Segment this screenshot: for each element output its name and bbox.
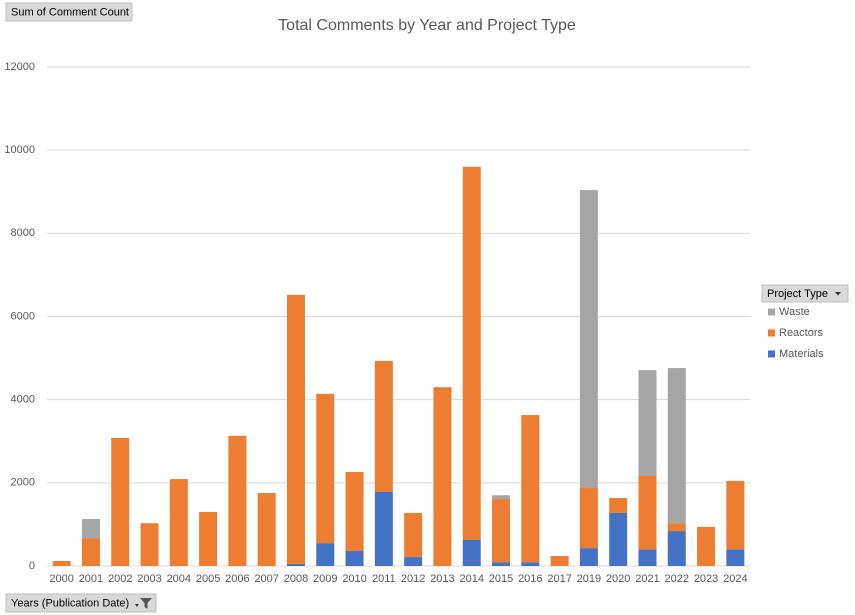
bar-segment xyxy=(697,526,716,566)
y-tick-label: 8000 xyxy=(11,227,35,239)
x-tick-label: 2005 xyxy=(196,573,220,585)
x-tick-label: 2024 xyxy=(723,573,747,585)
value-field-button[interactable]: Sum of Comment Count xyxy=(5,2,133,22)
x-tick-label: 2004 xyxy=(167,573,191,585)
y-tick-label: 4000 xyxy=(11,394,35,406)
x-tick-label: 2010 xyxy=(342,573,366,585)
bar-segment xyxy=(667,523,686,532)
x-tick-label: 2012 xyxy=(401,573,425,585)
button-bg xyxy=(5,2,133,22)
button-bg xyxy=(761,284,849,303)
bar-segment xyxy=(579,548,598,566)
bar-segment xyxy=(550,556,569,566)
bar-segment xyxy=(667,368,686,524)
bar-segment xyxy=(579,488,598,549)
bar-segment xyxy=(140,523,159,566)
legend-label: Materials xyxy=(779,348,824,360)
bar-segment xyxy=(257,493,276,566)
bar-segment xyxy=(492,562,511,566)
bar-segment xyxy=(638,549,657,566)
legend-swatch xyxy=(768,329,775,337)
bar-segment xyxy=(52,561,71,566)
x-tick-label: 2001 xyxy=(79,573,103,585)
x-tick-label: 2015 xyxy=(489,573,513,585)
bar-segment xyxy=(492,495,511,500)
x-tick-label: 2014 xyxy=(459,573,483,585)
dropdown-arrow xyxy=(135,604,139,607)
y-tick-label: 10000 xyxy=(4,144,35,156)
bar-segment xyxy=(169,479,188,566)
bar-segment xyxy=(726,549,745,566)
bar-segment xyxy=(521,415,540,563)
x-tick-label: 2006 xyxy=(225,573,249,585)
bar-segment xyxy=(667,531,686,566)
bar-segment xyxy=(286,563,305,566)
bar-segment xyxy=(228,435,247,566)
bar-segment xyxy=(316,393,335,544)
button-label: Project Type xyxy=(767,288,828,300)
bar-segment xyxy=(374,491,393,566)
filter-icon xyxy=(140,598,152,609)
bar-segment xyxy=(609,498,628,513)
bar-segment xyxy=(638,370,657,476)
dropdown-arrow xyxy=(835,292,841,296)
legend-field-button[interactable]: Project Type xyxy=(761,284,849,303)
x-tick-label: 2019 xyxy=(577,573,601,585)
chart-title: Total Comments by Year and Project Type xyxy=(278,17,576,34)
x-tick-label: 2008 xyxy=(284,573,308,585)
bar-segment xyxy=(609,512,628,566)
y-tick-label: 6000 xyxy=(11,310,35,322)
y-tick-label: 0 xyxy=(29,560,35,572)
bar-segment xyxy=(81,519,100,539)
axis-field-button[interactable]: Years (Publication Date) xyxy=(5,593,157,613)
bar-segment xyxy=(374,360,393,492)
x-tick-label: 2002 xyxy=(108,573,132,585)
bar-segment xyxy=(345,551,364,566)
x-tick-label: 2016 xyxy=(518,573,542,585)
bar-segment xyxy=(462,166,481,541)
legend-label: Reactors xyxy=(779,327,824,339)
x-tick-label: 2022 xyxy=(665,573,689,585)
x-tick-label: 2007 xyxy=(254,573,278,585)
y-tick-label: 2000 xyxy=(11,477,35,489)
x-tick-label: 2020 xyxy=(606,573,630,585)
bar-segment xyxy=(345,472,364,552)
bar-segment xyxy=(199,511,218,566)
x-tick-label: 2023 xyxy=(694,573,718,585)
x-tick-label: 2000 xyxy=(49,573,73,585)
x-tick-label: 2011 xyxy=(372,573,396,585)
bar-segment xyxy=(404,557,423,566)
button-label: Sum of Comment Count xyxy=(11,6,129,18)
bar-segment xyxy=(521,562,540,566)
bar-segment xyxy=(638,475,657,550)
legend-swatch xyxy=(768,350,775,358)
bar-segment xyxy=(726,480,745,550)
bar-segment xyxy=(433,387,452,566)
bar-segment xyxy=(81,538,100,566)
x-tick-label: 2003 xyxy=(137,573,161,585)
bar-segment xyxy=(404,512,423,558)
button-label: Years (Publication Date) xyxy=(11,597,129,609)
x-tick-label: 2017 xyxy=(547,573,571,585)
bar-segment xyxy=(286,294,305,564)
bar-segment xyxy=(111,437,130,566)
bar-segment xyxy=(462,540,481,566)
legend-swatch xyxy=(768,308,775,316)
button-bg xyxy=(5,593,157,613)
x-tick-label: 2021 xyxy=(635,573,659,585)
x-tick-label: 2013 xyxy=(430,573,454,585)
x-tick-label: 2009 xyxy=(313,573,337,585)
legend-label: Waste xyxy=(779,306,810,318)
y-tick-label: 12000 xyxy=(4,61,35,73)
bar-segment xyxy=(579,190,598,489)
bar-segment xyxy=(492,499,511,563)
bar-segment xyxy=(316,543,335,566)
